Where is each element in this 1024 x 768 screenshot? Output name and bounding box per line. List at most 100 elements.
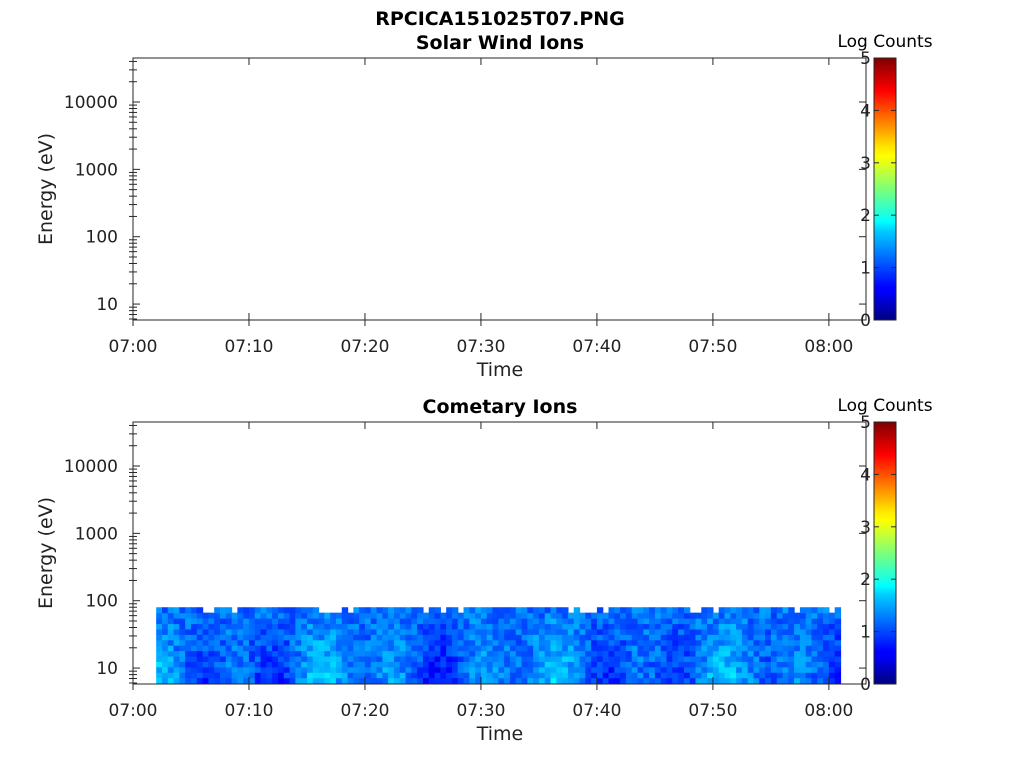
heatmap-cell xyxy=(591,628,598,635)
heatmap-cell xyxy=(765,634,772,641)
heatmap-cell xyxy=(678,634,685,641)
heatmap-cell xyxy=(712,612,720,619)
heatmap-cell xyxy=(683,634,691,641)
heatmap-cell xyxy=(649,666,656,673)
heatmap-cell xyxy=(185,677,192,684)
heatmap-cell xyxy=(504,661,511,668)
heatmap-cell xyxy=(359,661,366,668)
heatmap-cell xyxy=(341,650,349,657)
heatmap-cell xyxy=(654,623,662,630)
heatmap-cell xyxy=(457,612,465,619)
heatmap-cell xyxy=(260,650,267,657)
heatmap-cell xyxy=(770,677,778,684)
heatmap-cell xyxy=(730,672,737,679)
heatmap-cell xyxy=(486,623,494,630)
heatmap-cell xyxy=(504,645,511,652)
heatmap-cell xyxy=(550,634,557,641)
heatmap-cell xyxy=(817,607,824,614)
heatmap-cell xyxy=(457,672,465,679)
heatmap-cell xyxy=(388,677,395,684)
heatmap-cell xyxy=(805,628,813,635)
heatmap-cell xyxy=(214,672,221,679)
heatmap-cell xyxy=(579,650,586,657)
heatmap-cell xyxy=(550,672,557,679)
heatmap-cell xyxy=(701,655,708,662)
heatmap-cell xyxy=(446,623,453,630)
heatmap-cell xyxy=(498,618,505,625)
heatmap-cell xyxy=(556,634,563,641)
heatmap-cell xyxy=(277,661,285,668)
heatmap-cell xyxy=(817,650,824,657)
heatmap-cell xyxy=(283,650,291,657)
heatmap-cell xyxy=(753,661,760,668)
heatmap-cell xyxy=(579,655,586,662)
heatmap-cell xyxy=(359,645,366,652)
heatmap-cell xyxy=(794,655,801,662)
heatmap-cell xyxy=(376,672,383,679)
heatmap-cell xyxy=(544,639,552,646)
heatmap-cell xyxy=(585,677,592,684)
heatmap-cell xyxy=(556,666,563,673)
heatmap-cell xyxy=(614,618,621,625)
heatmap-cell xyxy=(689,628,697,635)
heatmap-cell xyxy=(573,618,581,625)
heatmap-cell xyxy=(654,618,662,625)
heatmap-cell xyxy=(660,628,668,635)
heatmap-cell xyxy=(672,645,679,652)
heatmap-cell xyxy=(562,655,569,662)
heatmap-cell xyxy=(451,634,459,641)
heatmap-cell xyxy=(405,661,412,668)
heatmap-cell xyxy=(533,634,540,641)
heatmap-cell xyxy=(828,618,836,625)
heatmap-cell xyxy=(248,672,256,679)
heatmap-cell xyxy=(770,655,778,662)
heatmap-cell xyxy=(637,628,644,635)
heatmap-cell xyxy=(620,677,627,684)
heatmap-cell xyxy=(834,612,842,619)
heatmap-cell xyxy=(672,634,679,641)
heatmap-cell xyxy=(544,661,552,668)
heatmap-cell xyxy=(695,661,702,668)
heatmap-cell xyxy=(364,645,372,652)
heatmap-cell xyxy=(277,639,285,646)
heatmap-cell xyxy=(411,618,418,625)
heatmap-cell xyxy=(817,661,824,668)
heatmap-cell xyxy=(498,666,505,673)
heatmap-cell xyxy=(208,628,215,635)
heatmap-cell xyxy=(509,655,517,662)
heatmap-cell xyxy=(237,607,244,614)
heatmap-cell xyxy=(289,666,296,673)
heatmap-cell xyxy=(689,618,697,625)
heatmap-cell xyxy=(527,623,534,630)
heatmap-cell xyxy=(828,655,836,662)
heatmap-cell xyxy=(167,634,175,641)
heatmap-cell xyxy=(701,628,708,635)
heatmap-cell xyxy=(608,650,615,657)
heatmap-cell xyxy=(486,612,494,619)
heatmap-cell xyxy=(747,612,755,619)
heatmap-cell xyxy=(799,628,807,635)
heatmap-cell xyxy=(225,655,233,662)
heatmap-cell xyxy=(480,612,488,619)
heatmap-cell xyxy=(782,628,789,635)
heatmap-cell xyxy=(533,661,540,668)
heatmap-cell xyxy=(277,650,285,657)
heatmap-cell xyxy=(306,672,314,679)
heatmap-cell xyxy=(805,661,813,668)
heatmap-cell xyxy=(422,650,430,657)
heatmap-cell xyxy=(654,634,662,641)
heatmap-cell xyxy=(364,661,372,668)
heatmap-cell xyxy=(324,623,331,630)
heatmap-cell xyxy=(457,655,465,662)
heatmap-cell xyxy=(283,634,291,641)
heatmap-cell xyxy=(243,623,250,630)
heatmap-cell xyxy=(167,672,175,679)
heatmap-cell xyxy=(631,661,639,668)
heatmap-cell xyxy=(805,612,813,619)
heatmap-cell xyxy=(254,628,262,635)
heatmap-cell xyxy=(417,639,424,646)
heatmap-cell xyxy=(370,677,378,684)
heatmap-cell xyxy=(625,650,633,657)
heatmap-cell xyxy=(672,628,679,635)
heatmap-cell xyxy=(765,623,772,630)
